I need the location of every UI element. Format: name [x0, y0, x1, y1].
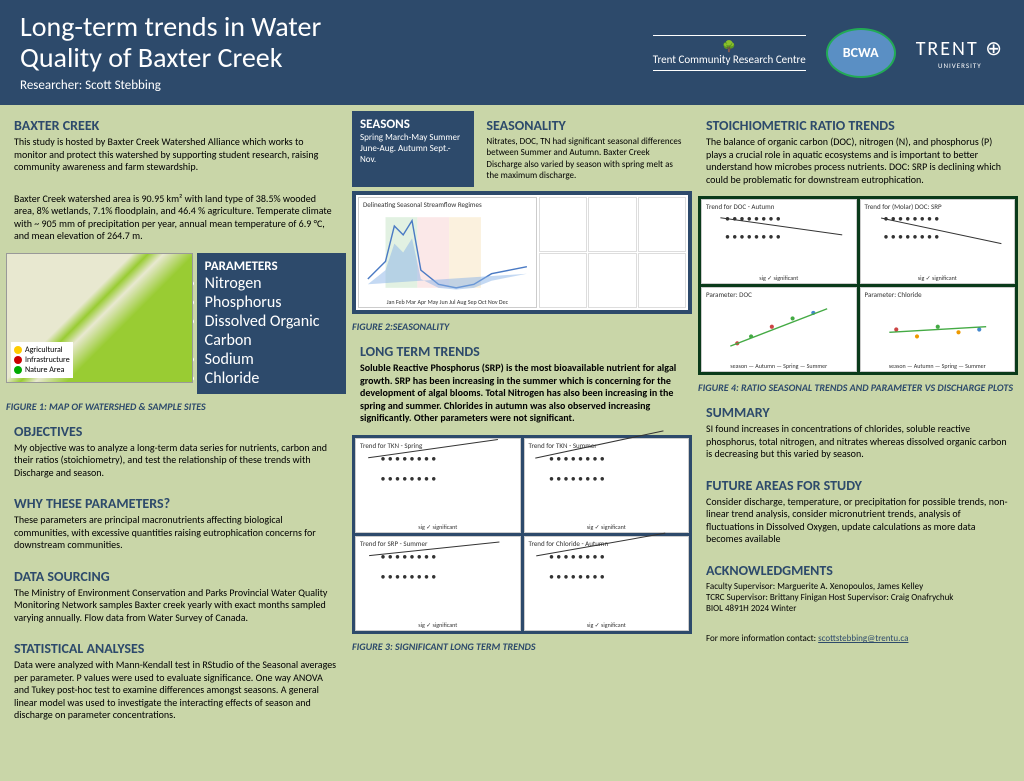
contact-line: For more information contact: scottstebb… — [706, 633, 1010, 644]
objectives-section: OBJECTIVES My objective was to analyze a… — [6, 417, 346, 486]
poster-title: Long-term trends in WaterQuality of Baxt… — [20, 12, 653, 74]
future-section: FUTURE AREAS FOR STUDY Consider discharg… — [698, 471, 1018, 552]
body-text: BIOL 4891H 2024 Winter — [706, 603, 1010, 614]
content: BAXTER CREEK This study is hosted by Bax… — [0, 105, 1024, 781]
section-title: SUMMARY — [706, 404, 1010, 421]
baxter-creek-section: BAXTER CREEK This study is hosted by Bax… — [6, 111, 346, 249]
bcwa-logo: BCWA — [826, 28, 896, 78]
body-text: The balance of organic carbon (DOC), nit… — [706, 136, 1010, 186]
section-title: WHY THESE PARAMETERS? — [14, 495, 338, 512]
stoich-section: STOICHIOMETRIC RATIO TRENDS The balance … — [698, 111, 1018, 192]
seasonality-charts: Delineating Seasonal Streamflow Regimes … — [352, 191, 692, 314]
trend-chart: Trend for SRP - Summersig ✓ significant — [355, 536, 521, 631]
nutrient-boxplots — [539, 197, 686, 308]
body-text: Baxter Creek watershed area is 90.95 km²… — [14, 193, 338, 243]
fig2-caption: FIGURE 2:SEASONALITY — [352, 320, 692, 333]
section-title: STOICHIOMETRIC RATIO TRENDS — [706, 117, 1010, 134]
body-text: Consider discharge, temperature, or prec… — [706, 496, 1010, 546]
body-text: Nitrates, DOC, TN had significant season… — [486, 136, 684, 181]
fig4-caption: FIGURE 4: RATIO SEASONAL TRENDS AND PARA… — [698, 381, 1018, 394]
trend-chart: Trend for Chloride - Autumnsig ✓ signifi… — [524, 536, 690, 631]
trent-logo: TRENT ⊕UNIVERSITY — [916, 36, 1004, 70]
section-title: SEASONS — [360, 117, 466, 132]
body-text: Soluble Reactive Phosphorus (SRP) is the… — [360, 362, 684, 425]
body-text: SI found increases in concentrations of … — [706, 423, 1010, 461]
ack-section: ACKNOWLEDGMENTS Faculty Supervisor: Marg… — [698, 556, 1018, 651]
section-title: BAXTER CREEK — [14, 117, 338, 134]
trend-chart: Trend for TKN - Springsig ✓ significant — [355, 438, 521, 533]
summary-section: SUMMARY SI found increases in concentrat… — [698, 398, 1018, 467]
trend-chart: Trend for TKN - Summersig ✓ significant — [524, 438, 690, 533]
body-text: My objective was to analyze a long-term … — [14, 442, 338, 480]
stats-section: STATISTICAL ANALYSES Data were analyzed … — [6, 634, 346, 728]
ratio-charts: Trend for DOC - Autumnsig ✓ significant … — [698, 196, 1018, 375]
body-text: Spring March-May Summer June-Aug. Autumn… — [360, 132, 466, 165]
ratio-chart: Parameter: DOCseason — Autumn — Spring —… — [701, 287, 857, 372]
ratio-chart: Trend for DOC - Autumnsig ✓ significant — [701, 199, 857, 284]
parameters-box: PARAMETERS NitrogenPhosphorusDissolved O… — [197, 253, 346, 394]
section-title: OBJECTIVES — [14, 423, 338, 440]
section-title: PARAMETERS — [205, 259, 338, 274]
ratio-chart: Trend for (Molar) DOC: SRPsig ✓ signific… — [860, 199, 1016, 284]
streamflow-chart: Delineating Seasonal Streamflow Regimes … — [358, 197, 537, 308]
body-text: Faculty Supervisor: Marguerite A. Xenopo… — [706, 581, 1010, 592]
ratio-chart: Parameter: Chlorideseason — Autumn — Spr… — [860, 287, 1016, 372]
fig3-caption: FIGURE 3: SIGNIFICANT LONG TERM TRENDS — [352, 640, 692, 653]
section-title: DATA SOURCING — [14, 568, 338, 585]
tcrc-logo: 🌳Trent Community Research Centre — [653, 35, 806, 71]
section-title: SEASONALITY — [486, 117, 684, 134]
header: Long-term trends in WaterQuality of Baxt… — [0, 0, 1024, 105]
seasons-box: SEASONS Spring March-May Summer June-Aug… — [352, 111, 474, 187]
param-list: NitrogenPhosphorusDissolved Organic Carb… — [205, 274, 338, 388]
watershed-map: Agricultural Infrastructure Nature Area — [6, 253, 193, 383]
section-title: FUTURE AREAS FOR STUDY — [706, 477, 1010, 494]
longterm-section: LONG TERM TRENDS Soluble Reactive Phosph… — [352, 337, 692, 431]
map-legend: Agricultural Infrastructure Nature Area — [11, 342, 73, 378]
body-text: The Ministry of Environment Conservation… — [14, 587, 338, 625]
sourcing-section: DATA SOURCING The Ministry of Environmen… — [6, 562, 346, 631]
fig1-caption: FIGURE 1: MAP OF WATERSHED & SAMPLE SITE… — [6, 400, 346, 413]
email-link[interactable]: scottstebbing@trentu.ca — [818, 633, 908, 644]
seasonality-box: SEASONALITY Nitrates, DOC, TN had signif… — [478, 111, 692, 187]
body-text: Data were analyzed with Mann-Kendall tes… — [14, 659, 338, 722]
researcher: Researcher: Scott Stebbing — [20, 78, 653, 93]
section-title: ACKNOWLEDGMENTS — [706, 562, 1010, 579]
trend-charts: Trend for TKN - Springsig ✓ significant … — [352, 435, 692, 634]
body-text: TCRC Supervisor: Brittany Finigan Host S… — [706, 592, 1010, 603]
section-title: STATISTICAL ANALYSES — [14, 640, 338, 657]
section-title: LONG TERM TRENDS — [360, 343, 684, 360]
body-text: This study is hosted by Baxter Creek Wat… — [14, 136, 338, 174]
logos: 🌳Trent Community Research Centre BCWA TR… — [653, 28, 1004, 78]
why-section: WHY THESE PARAMETERS? These parameters a… — [6, 489, 346, 558]
body-text: These parameters are principal macronutr… — [14, 514, 338, 552]
